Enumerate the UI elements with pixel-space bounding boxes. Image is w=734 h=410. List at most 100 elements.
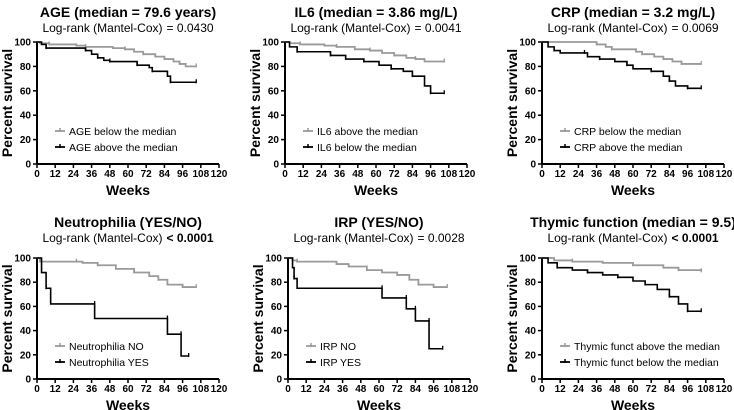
x-tick-label: 0 — [539, 384, 545, 395]
x-tick-label: 108 — [697, 384, 714, 395]
x-axis-label: Weeks — [611, 182, 655, 198]
x-tick-label: 84 — [407, 169, 419, 180]
x-tick-label: 0 — [539, 169, 545, 180]
legend-label: Thymic funct above the median — [574, 341, 720, 353]
x-tick-label: 48 — [104, 169, 116, 180]
km-panel: IL6 (median = 3.86 mg/L)Log-rank (Mantel… — [247, 4, 476, 198]
x-tick-label: 96 — [428, 384, 440, 395]
x-tick-label: 24 — [316, 169, 328, 180]
x-tick-label: 12 — [50, 384, 62, 395]
panel-title: IL6 (median = 3.86 mg/L) — [295, 4, 458, 20]
y-tick-label: 20 — [268, 135, 280, 146]
y-tick-label: 80 — [20, 278, 32, 289]
y-axis-label: Percent survival — [0, 264, 15, 372]
x-tick-label: 72 — [646, 169, 658, 180]
x-tick-label: 24 — [319, 384, 331, 395]
x-tick-label: 120 — [462, 384, 479, 395]
panel-title: Thymic function (median = 9.5) — [530, 214, 734, 230]
x-tick-label: 48 — [609, 169, 621, 180]
y-tick-label: 20 — [525, 135, 537, 146]
legend-label: IL6 below the median — [317, 142, 417, 154]
y-tick-label: 20 — [525, 350, 537, 361]
y-tick-label: 60 — [268, 86, 280, 97]
x-tick-label: 48 — [609, 384, 621, 395]
x-tick-label: 36 — [591, 384, 603, 395]
x-tick-label: 24 — [68, 384, 80, 395]
y-tick-label: 0 — [25, 375, 31, 386]
x-tick-label: 36 — [337, 384, 349, 395]
y-tick-label: 60 — [525, 302, 537, 313]
x-tick-label: 36 — [591, 169, 603, 180]
legend-label: IRP NO — [320, 341, 356, 353]
survival-curve — [542, 257, 703, 272]
y-tick-label: 0 — [530, 375, 536, 386]
y-axis-label: Percent survival — [250, 264, 266, 372]
y-tick-label: 20 — [271, 350, 283, 361]
x-tick-label: 108 — [697, 169, 714, 180]
x-tick-label: 96 — [177, 384, 189, 395]
logrank-test: Log-rank (Mantel-Cox) — [293, 231, 413, 245]
y-tick-label: 40 — [525, 111, 537, 122]
y-tick-label: 80 — [20, 62, 32, 73]
y-tick-label: 40 — [20, 326, 32, 337]
survival-curve — [37, 41, 197, 68]
y-tick-label: 20 — [20, 350, 32, 361]
legend-label: AGE above the median — [69, 142, 178, 154]
x-tick-label: 120 — [716, 384, 733, 395]
p-value: = 0.0041 — [415, 21, 462, 35]
x-tick-label: 84 — [664, 384, 676, 395]
x-axis-label: Weeks — [354, 182, 398, 198]
x-tick-label: 60 — [627, 384, 639, 395]
x-tick-label: 108 — [192, 169, 209, 180]
logrank-label: Log-rank (Mantel-Cox) < 0.0001 — [547, 231, 718, 245]
y-tick-label: 20 — [20, 135, 32, 146]
x-tick-label: 96 — [425, 169, 437, 180]
y-tick-label: 40 — [268, 111, 280, 122]
x-tick-label: 96 — [177, 169, 189, 180]
p-value: = 0.0069 — [672, 21, 719, 35]
y-tick-label: 80 — [268, 62, 280, 73]
legend-label: CRP below the median — [574, 126, 681, 138]
legend-label: CRP above the median — [574, 142, 683, 154]
legend-label: AGE below the median — [69, 126, 177, 138]
y-tick-label: 40 — [20, 111, 32, 122]
x-tick-label: 60 — [370, 169, 382, 180]
x-tick-label: 108 — [192, 384, 209, 395]
survival-curve — [288, 257, 443, 350]
x-tick-label: 72 — [141, 384, 153, 395]
logrank-label: Log-rank (Mantel-Cox) = 0.0069 — [547, 21, 718, 35]
x-tick-label: 12 — [298, 169, 310, 180]
x-tick-label: 120 — [459, 169, 476, 180]
x-tick-label: 108 — [443, 384, 460, 395]
x-tick-label: 120 — [211, 169, 228, 180]
y-tick-label: 100 — [519, 38, 536, 49]
legend-label: IRP YES — [320, 357, 361, 369]
y-tick-label: 100 — [14, 254, 31, 265]
legend-label: Thymic funct below the median — [574, 357, 719, 369]
logrank-test: Log-rank (Mantel-Cox) — [547, 21, 667, 35]
legend-label: Neutrophilia NO — [69, 341, 144, 353]
km-panel: IRP (YES/NO)Log-rank (Mantel-Cox) = 0.002… — [250, 214, 479, 410]
x-tick-label: 84 — [410, 384, 422, 395]
panel-title: AGE (median = 79.6 years) — [40, 4, 216, 20]
x-tick-label: 24 — [573, 384, 585, 395]
y-axis-label: Percent survival — [504, 49, 520, 157]
panel-title: IRP (YES/NO) — [334, 214, 423, 230]
y-tick-label: 100 — [265, 254, 282, 265]
y-tick-label: 0 — [530, 160, 536, 171]
x-tick-label: 0 — [34, 384, 40, 395]
logrank-test: Log-rank (Mantel-Cox) — [42, 21, 162, 35]
x-tick-label: 72 — [141, 169, 153, 180]
x-tick-label: 36 — [86, 169, 98, 180]
y-tick-label: 40 — [271, 326, 283, 337]
x-tick-label: 48 — [104, 384, 116, 395]
y-tick-label: 80 — [525, 278, 537, 289]
survival-curve — [37, 257, 197, 288]
y-tick-label: 100 — [519, 254, 536, 265]
logrank-label: Log-rank (Mantel-Cox) < 0.0001 — [42, 231, 213, 245]
survival-curve — [542, 41, 702, 90]
km-panel: Neutrophilia (YES/NO)Log-rank (Mantel-Co… — [0, 214, 228, 410]
legend-label: Neutrophilia YES — [69, 357, 149, 369]
y-tick-label: 80 — [525, 62, 537, 73]
